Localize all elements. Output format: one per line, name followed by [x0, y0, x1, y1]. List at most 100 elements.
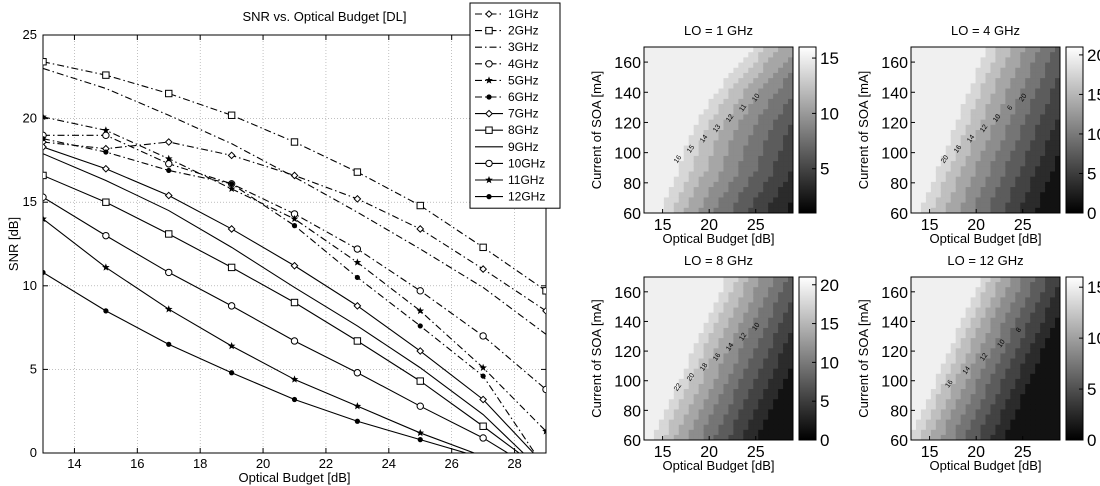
contour-cell [743, 88, 749, 95]
contour-cell [1035, 292, 1041, 298]
contour-cell [718, 130, 725, 136]
contour-cell [658, 434, 665, 440]
contour-label: 14 [699, 134, 709, 144]
contour-cell [658, 383, 665, 390]
contour-cell [703, 358, 710, 365]
legend-entry: 4GHz [475, 57, 539, 71]
contour-cell [688, 338, 695, 344]
contour-cell [673, 368, 680, 375]
contour-cell [763, 47, 769, 53]
contour-cell [975, 67, 982, 74]
contour-cell [773, 171, 779, 178]
contour-cell [693, 312, 700, 319]
contour-cell [950, 207, 957, 213]
contour-cell [995, 414, 1001, 421]
contour-cell [703, 83, 710, 90]
contour-cell [920, 161, 927, 167]
contour-cell [960, 130, 967, 136]
contour-cell [683, 124, 690, 131]
contour-cell [1025, 166, 1031, 173]
contour-cell [678, 394, 685, 400]
contour-cell [688, 399, 695, 405]
contour-cell [658, 72, 665, 79]
contour-cell [668, 343, 675, 349]
contour-cell [970, 192, 977, 199]
contour-cell [668, 322, 675, 329]
contour-cell [1020, 312, 1026, 319]
dot-marker [417, 323, 423, 329]
contour-cell [985, 368, 992, 375]
series-10GHz [43, 193, 509, 453]
contour-cell [783, 72, 789, 79]
contour-cell [763, 72, 769, 79]
contour-cell [1000, 327, 1006, 334]
contour-cell [945, 338, 952, 344]
contour-cell [644, 363, 650, 370]
contour-cell [950, 333, 957, 339]
contour-cell [698, 429, 705, 436]
contour-cell [1010, 52, 1016, 58]
contour-cell [940, 187, 947, 193]
contour-cell [663, 192, 670, 199]
contour-cell [925, 93, 932, 100]
legend-entry: 5GHz [475, 73, 539, 87]
contour-cell [1045, 378, 1051, 385]
contour-cell [1010, 277, 1016, 283]
contour-cell [778, 192, 784, 199]
contour-cell [663, 322, 670, 329]
contour-cell [718, 187, 725, 193]
contour-cell [970, 343, 977, 349]
contour-cell [698, 93, 705, 100]
contour-cell [915, 409, 922, 416]
contour-cell [668, 348, 675, 354]
contour-cell [753, 292, 759, 298]
contour-cell [653, 378, 660, 385]
contour-cell [688, 52, 695, 58]
contour-cell [728, 282, 734, 288]
contour-cell [960, 414, 967, 421]
contour-cell [995, 98, 1001, 105]
contour-cell [778, 57, 784, 64]
contour-cell [693, 181, 700, 188]
contour-cell [935, 409, 942, 416]
contour-cell [935, 119, 942, 126]
contour-cell [920, 72, 927, 79]
contour-cell [658, 114, 665, 121]
contour-cell [698, 104, 705, 110]
contour-cell [1000, 52, 1006, 58]
contour-cell [915, 307, 922, 314]
contour-cell [975, 394, 982, 400]
contour-cell [748, 187, 754, 193]
contour-cell [940, 389, 947, 395]
contour-cell [1035, 414, 1041, 421]
contour-cell [1030, 287, 1036, 293]
contour-cell [718, 72, 725, 79]
contour-cell [713, 389, 720, 395]
contour-cell [678, 297, 685, 304]
contour-cell [758, 307, 764, 314]
contour-cell [935, 297, 942, 304]
contour-cell [1040, 88, 1046, 95]
contour-cell [1040, 93, 1046, 100]
contour-cell [995, 52, 1001, 58]
contour-cell [911, 343, 917, 349]
contour-cell [990, 140, 997, 147]
contour-cell [733, 104, 739, 110]
contour-cell [658, 130, 665, 136]
contour-cell [1035, 327, 1041, 334]
contour-cell [713, 373, 720, 380]
contour-cell [945, 135, 952, 141]
contour-cell [970, 383, 977, 390]
star-marker [485, 176, 493, 184]
contour-cell [1055, 383, 1060, 390]
contour-cell [965, 338, 972, 344]
contour-cell [644, 409, 650, 416]
contour-cell [970, 409, 977, 416]
contour-cell [975, 307, 982, 314]
contour-cell [763, 348, 769, 354]
contour-cell [758, 383, 764, 390]
contour-cell [1000, 98, 1006, 105]
contour-cell [773, 424, 779, 431]
contour-cell [728, 307, 734, 314]
contour-cell [658, 109, 665, 116]
